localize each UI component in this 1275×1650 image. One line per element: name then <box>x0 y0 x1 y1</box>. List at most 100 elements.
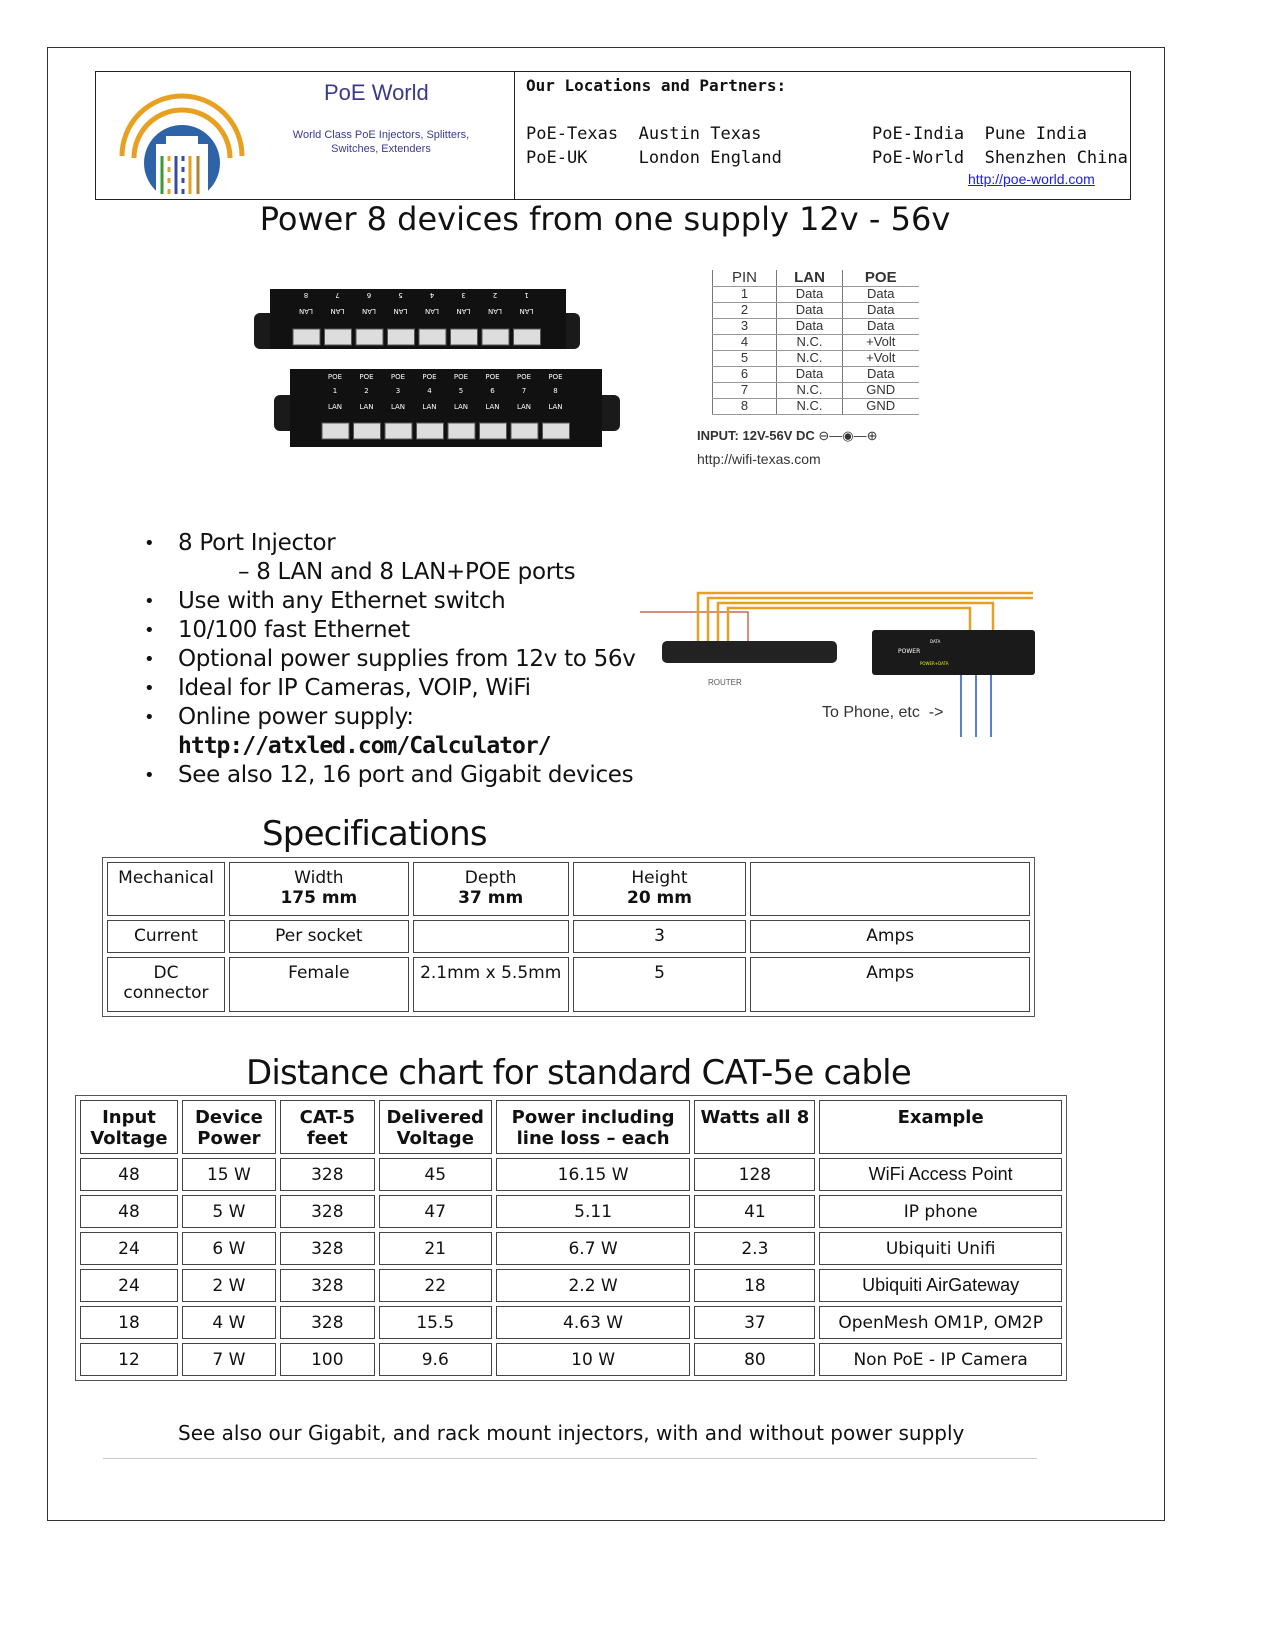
rj45-port <box>481 328 510 346</box>
distance-cell: 2.3 <box>694 1232 816 1265</box>
distance-cell: 18 <box>694 1269 816 1302</box>
port-label: 5 <box>459 387 463 395</box>
port-label: 7 <box>335 291 339 299</box>
specs-cell <box>412 920 569 953</box>
pin-cell: N.C. <box>776 382 843 399</box>
rj45-port <box>353 422 381 440</box>
pin-cell: Data <box>842 366 919 383</box>
feature-item: • Ideal for IP Cameras, VOIP, WiFi <box>144 675 531 701</box>
distance-cell: 2.2 W <box>495 1269 691 1302</box>
power-label: POWER <box>898 648 920 655</box>
tagline: World Class PoE Injectors, Splitters, Swi… <box>292 129 470 155</box>
distance-cell: 22 <box>378 1269 492 1302</box>
pin-cell: 5 <box>712 350 777 367</box>
pin-cell: GND <box>842 398 919 415</box>
feature-item: • 8 Port Injector <box>144 530 336 556</box>
distance-cell: 16.15 W <box>495 1158 691 1191</box>
pin-header: PIN <box>712 270 777 287</box>
location-texas: PoE-Texas Austin Texas <box>526 124 762 144</box>
pin-cell: 7 <box>712 382 777 399</box>
specs-cell: Mechanical <box>107 862 225 916</box>
specs-row: Current Per socket 3 Amps <box>107 920 1030 953</box>
rj45-port <box>355 328 384 346</box>
poe-header: POE <box>842 270 919 287</box>
distance-cell: 12 <box>80 1343 178 1376</box>
pin-cell: +Volt <box>842 350 919 367</box>
website-link[interactable]: http://poe-world.com <box>968 171 1095 187</box>
port-label: LAN <box>359 403 373 411</box>
specs-cell <box>750 862 1030 916</box>
distance-cell: 47 <box>378 1195 492 1228</box>
bullet-icon: • <box>144 620 155 641</box>
port-label: POE <box>328 373 342 381</box>
pin-cell: N.C. <box>776 398 843 415</box>
rj45-port <box>292 328 321 346</box>
distance-cell: 5.11 <box>495 1195 691 1228</box>
distance-row: 48 15 W 328 45 16.15 W 128 WiFi Access Point <box>80 1158 1062 1191</box>
rj45-port <box>324 328 352 346</box>
pin-table-wrap: PIN LAN POE 1 Data Data 2 Data Data 3 Data Data 4 N.… <box>712 270 919 415</box>
rj45-port <box>384 422 413 440</box>
pin-row: 5 N.C. +Volt <box>712 350 919 367</box>
pin-cell: Data <box>842 302 919 319</box>
port-label: LAN <box>299 307 313 315</box>
bullet-icon: • <box>144 591 155 612</box>
distance-cell: 6.7 W <box>495 1232 691 1265</box>
bullet-icon: • <box>144 533 155 554</box>
distance-cell: 15 W <box>181 1158 276 1191</box>
pin-row: 1 Data Data <box>712 286 919 303</box>
port-label: LAN <box>519 307 533 315</box>
distance-cell: WiFi Access Point <box>819 1158 1062 1191</box>
specs-title: Specifications <box>262 814 488 854</box>
pin-cell: Data <box>776 318 843 335</box>
distance-cell: 328 <box>279 1195 375 1228</box>
pin-cell: Data <box>776 302 843 319</box>
pin-table: PIN LAN POE 1 Data Data 2 Data Data 3 Data Data 4 N.… <box>712 270 919 415</box>
distance-table: Input Voltage Device Power CAT-5 feet Deliv… <box>75 1095 1067 1381</box>
bullet-icon: • <box>144 678 155 699</box>
specs-cell: Height 20 mm <box>572 862 747 916</box>
input-voltage: INPUT: 12V-56V DC ⊖—◉—⊕ <box>697 428 878 443</box>
port-label: 8 <box>304 291 308 299</box>
rj45-port <box>479 422 507 440</box>
pin-cell: N.C. <box>776 334 843 351</box>
distance-header-row: Input Voltage Device Power CAT-5 feet Deliv… <box>80 1100 1062 1154</box>
port-label: POE <box>359 373 373 381</box>
port-label: POE <box>517 373 531 381</box>
port-label: LAN <box>517 403 531 411</box>
port-label: 2 <box>364 387 368 395</box>
distance-header: Example <box>819 1100 1062 1154</box>
port-label: LAN <box>485 403 499 411</box>
rj45-port <box>510 422 539 440</box>
distance-cell: 15.5 <box>378 1306 492 1339</box>
distance-cell: 41 <box>694 1195 816 1228</box>
pin-cell: GND <box>842 382 919 399</box>
pin-cell: 2 <box>712 302 777 319</box>
bullet-icon: • <box>144 649 155 670</box>
feature-item: • Optional power supplies from 12v to 56v <box>144 646 636 672</box>
source-url: http://wifi-texas.com <box>697 451 821 467</box>
footer-divider <box>103 1458 1037 1459</box>
pin-row: 2 Data Data <box>712 302 919 319</box>
pin-cell: Data <box>776 286 843 303</box>
router-label: ROUTER <box>708 678 742 687</box>
specs-row: DC connector Female 2.1mm x 5.5mm 5 Amps <box>107 957 1030 1012</box>
port-label: LAN <box>328 403 342 411</box>
specs-cell: Amps <box>750 920 1030 953</box>
distance-cell: OpenMesh OM1P, OM2P <box>819 1306 1062 1339</box>
injector-product-image: POE 8 LAN POE 7 LAN POE 6 LAN POE 5 LAN POE 4 LAN POE 3 L… <box>254 289 620 447</box>
distance-row: 48 5 W 328 47 5.11 41 IP phone <box>80 1195 1062 1228</box>
specs-row: Mechanical Width 175 mm Depth 37 mm Height 20 … <box>107 862 1030 916</box>
port-label: LAN <box>548 403 562 411</box>
port-label: 3 <box>461 291 465 299</box>
port-label: POE <box>485 373 499 381</box>
wiring-diagram: ROUTER POWER DATA POWER+DATA <box>640 591 1035 737</box>
port-label: 6 <box>366 291 371 299</box>
distance-cell: 4.63 W <box>495 1306 691 1339</box>
rj45-port <box>450 328 478 346</box>
distance-cell: 48 <box>80 1195 178 1228</box>
port-label: POE <box>548 373 562 381</box>
port-label: LAN <box>393 307 407 315</box>
distance-cell: 328 <box>279 1269 375 1302</box>
distance-cell: Ubiquiti AirGateway <box>819 1269 1062 1302</box>
